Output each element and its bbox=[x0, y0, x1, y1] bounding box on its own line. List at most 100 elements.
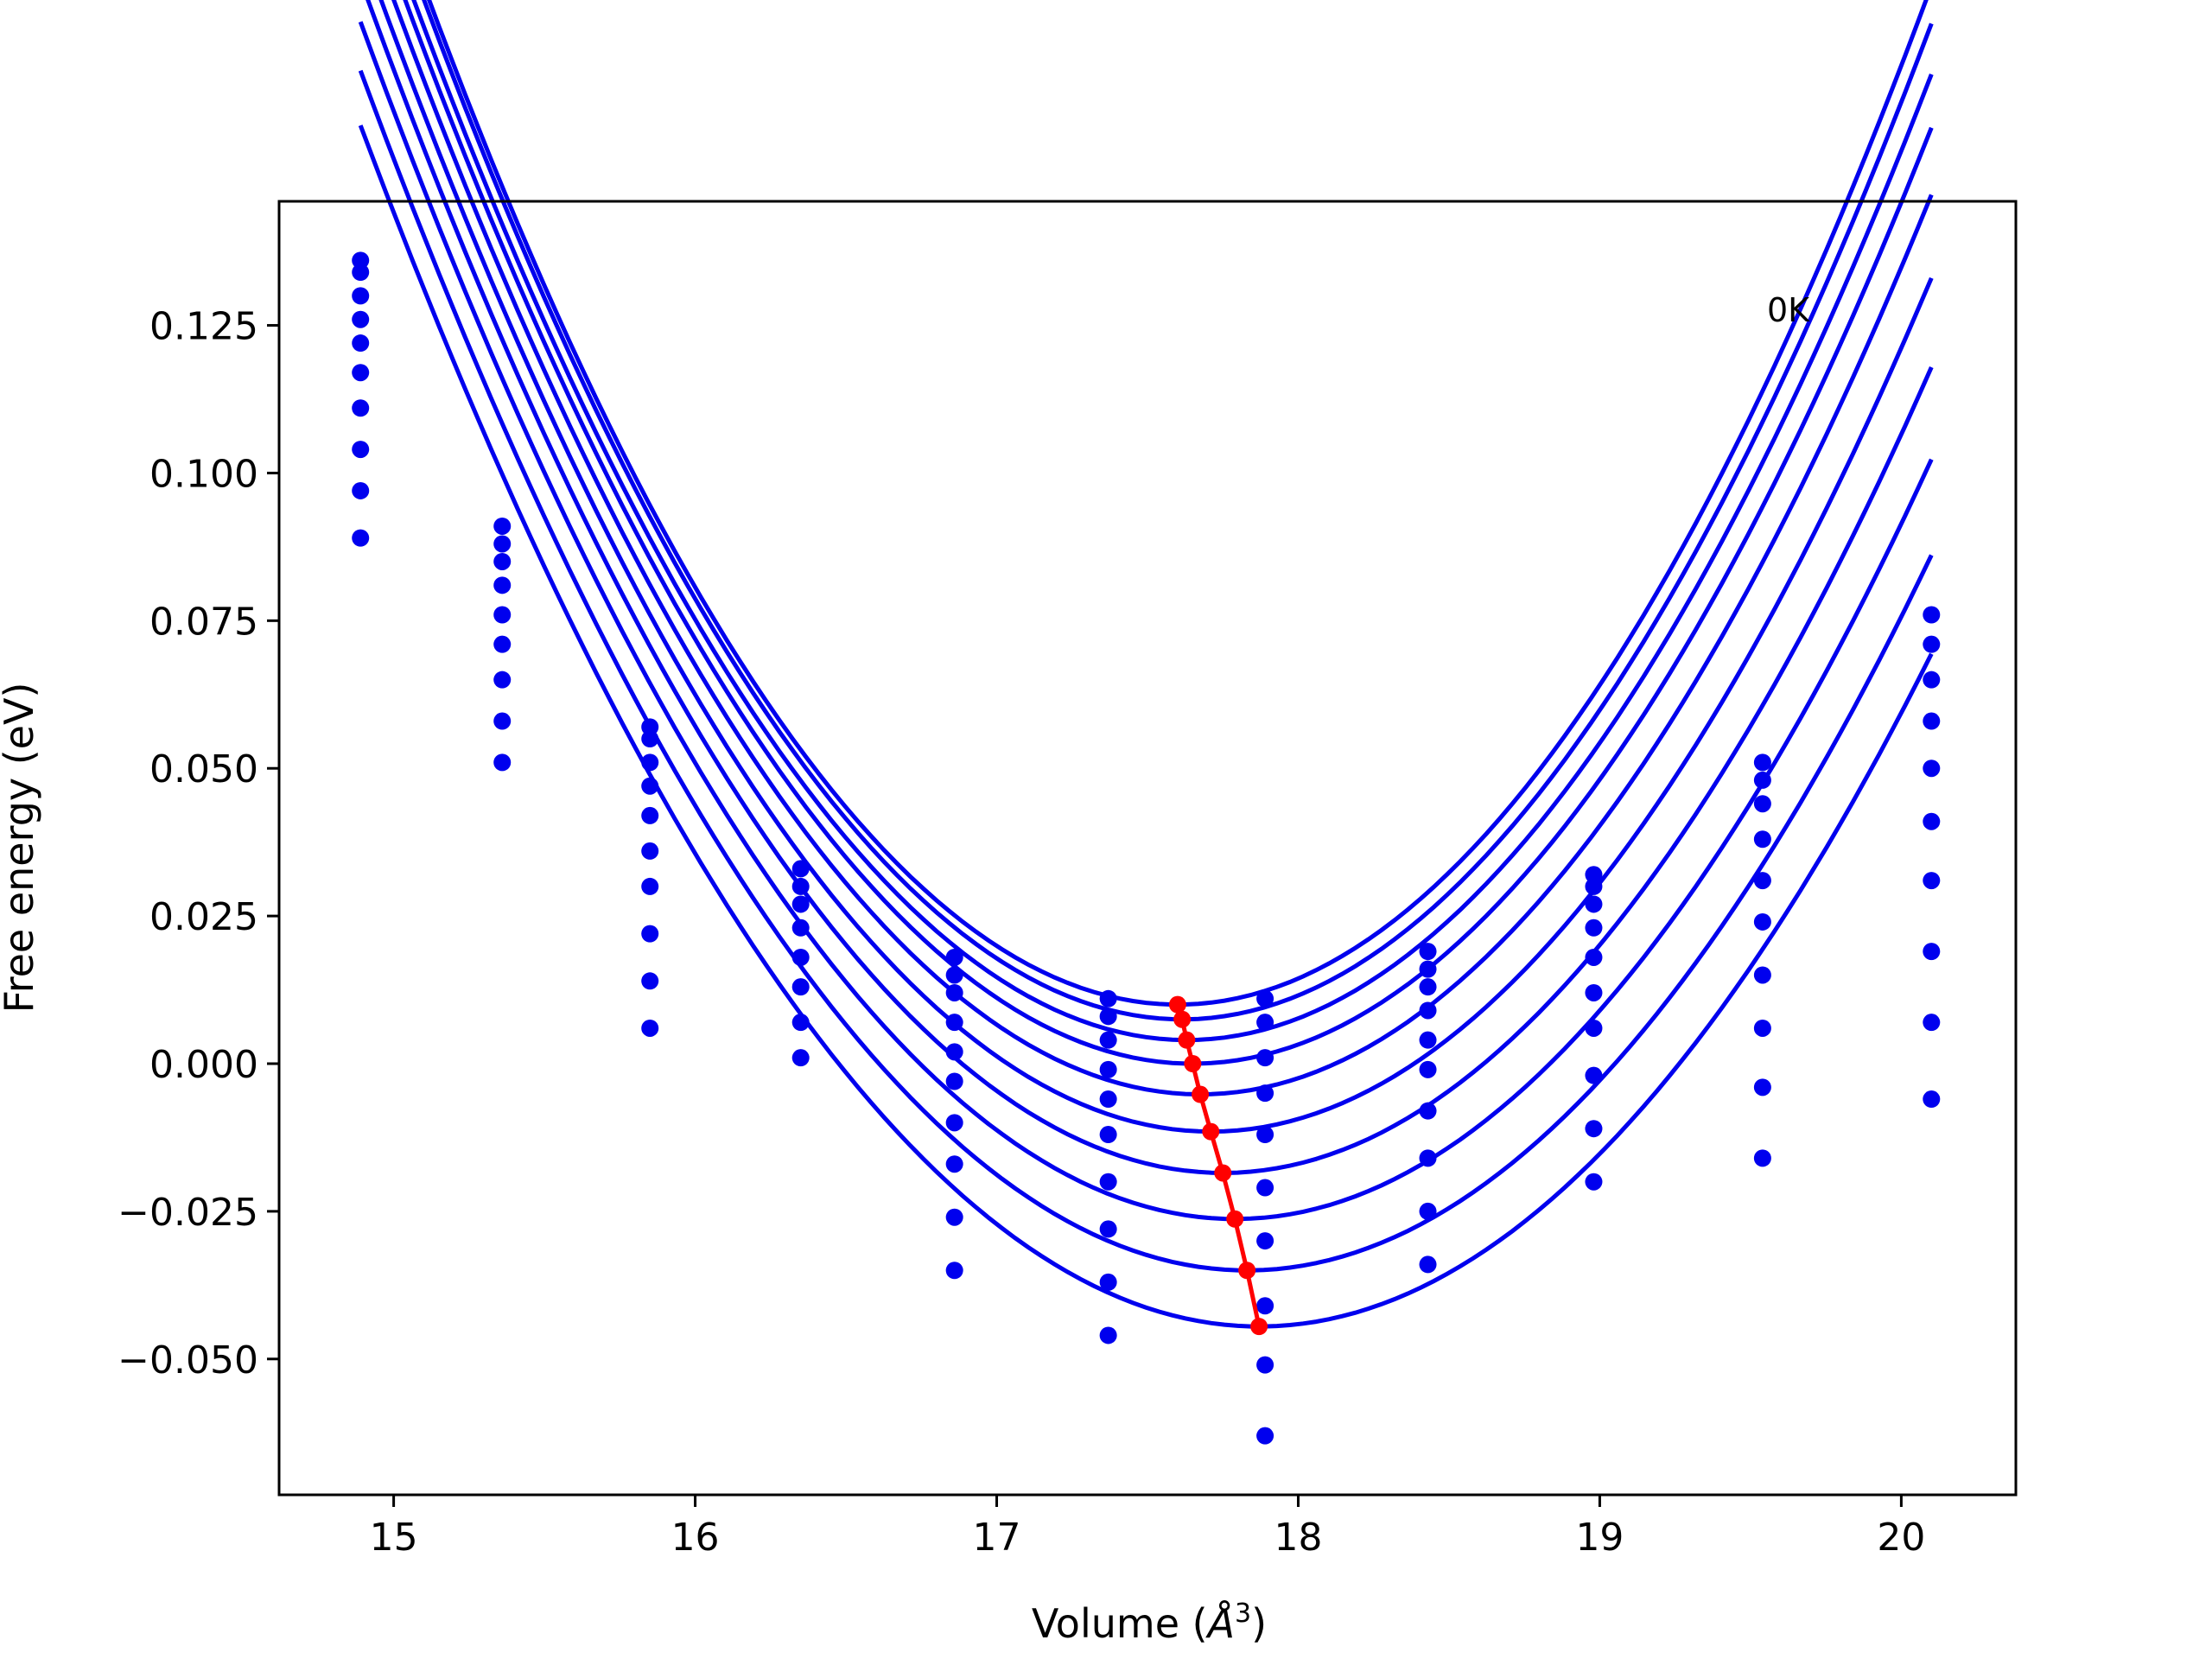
fit-curve-t2 bbox=[422, 0, 1934, 1022]
data-point bbox=[1099, 1126, 1117, 1144]
data-point bbox=[493, 517, 512, 535]
data-point bbox=[1923, 606, 1941, 624]
data-point bbox=[493, 712, 512, 730]
data-point bbox=[1256, 1232, 1274, 1250]
data-point bbox=[1099, 1326, 1117, 1344]
data-point bbox=[1923, 671, 1941, 689]
data-point bbox=[1099, 1220, 1117, 1238]
data-point bbox=[1923, 872, 1941, 890]
data-point bbox=[945, 1262, 963, 1280]
data-point bbox=[1753, 1078, 1771, 1096]
data-point bbox=[1753, 1019, 1771, 1037]
data-point bbox=[1923, 1090, 1941, 1109]
minima-point bbox=[1168, 995, 1186, 1014]
minima-point bbox=[1173, 1010, 1192, 1028]
data-point bbox=[1256, 1356, 1274, 1374]
data-point bbox=[352, 529, 370, 547]
minima-point bbox=[1202, 1122, 1220, 1141]
data-point bbox=[1753, 830, 1771, 849]
data-point bbox=[1585, 918, 1603, 937]
fit-curve-t9 bbox=[358, 69, 1934, 1273]
data-point bbox=[1753, 753, 1771, 772]
x-tick-label: 20 bbox=[1877, 1516, 1925, 1560]
data-point bbox=[1419, 1202, 1437, 1220]
data-point bbox=[1419, 1255, 1437, 1274]
data-point bbox=[641, 806, 659, 824]
data-point bbox=[945, 1155, 963, 1173]
data-point bbox=[352, 287, 370, 305]
y-tick-label: 0.075 bbox=[149, 600, 258, 644]
data-point bbox=[1585, 983, 1603, 1001]
data-point bbox=[352, 364, 370, 382]
data-point bbox=[791, 978, 810, 996]
fit-curve-t5 bbox=[391, 0, 1934, 1097]
data-point bbox=[1585, 1120, 1603, 1138]
data-point bbox=[352, 264, 370, 282]
x-tick-label: 18 bbox=[1274, 1516, 1322, 1560]
data-point bbox=[1923, 712, 1941, 730]
data-point bbox=[493, 635, 512, 653]
data-point bbox=[493, 576, 512, 594]
data-point bbox=[493, 606, 512, 624]
data-point bbox=[1099, 1273, 1117, 1291]
annotation-temperature: 0K bbox=[1767, 291, 1810, 329]
fit-curve-t10 bbox=[358, 124, 1934, 1329]
x-tick-label: 19 bbox=[1575, 1516, 1624, 1560]
y-tick-label: 0.100 bbox=[149, 452, 258, 496]
minima-point bbox=[1178, 1031, 1196, 1049]
fit-curve-t4 bbox=[403, 0, 1934, 1066]
data-point bbox=[493, 671, 512, 689]
data-point bbox=[1419, 1060, 1437, 1078]
data-point bbox=[1585, 948, 1603, 966]
data-point bbox=[641, 877, 659, 895]
x-axis-label: Volume (Å3) bbox=[1032, 1599, 1267, 1647]
data-point bbox=[1419, 1102, 1437, 1120]
x-tick-label: 15 bbox=[370, 1516, 418, 1560]
minima-point bbox=[1184, 1055, 1202, 1072]
plot-frame bbox=[277, 200, 2018, 1497]
x-axis-label-base: Volume ( bbox=[1032, 1600, 1208, 1647]
data-point bbox=[352, 251, 370, 270]
data-point bbox=[1753, 1149, 1771, 1167]
data-point bbox=[352, 310, 370, 328]
data-point bbox=[1099, 1031, 1117, 1049]
fit-curve-t7 bbox=[365, 0, 1934, 1176]
data-point bbox=[1419, 978, 1437, 996]
data-point bbox=[1099, 1090, 1117, 1109]
data-point bbox=[641, 925, 659, 943]
y-tick-label: 0.125 bbox=[149, 305, 258, 349]
data-point bbox=[945, 1072, 963, 1090]
data-point bbox=[791, 895, 810, 913]
y-tick-label: 0.025 bbox=[149, 895, 258, 939]
data-point bbox=[1099, 1060, 1117, 1078]
data-point bbox=[1585, 866, 1603, 884]
data-point bbox=[1099, 989, 1117, 1007]
data-point bbox=[945, 1208, 963, 1226]
data-point bbox=[1923, 760, 1941, 778]
data-point bbox=[1585, 1173, 1603, 1191]
data-point bbox=[352, 334, 370, 353]
minima-point bbox=[1226, 1210, 1244, 1228]
y-axis-label: Free energy (eV) bbox=[0, 683, 42, 1014]
data-point bbox=[1753, 872, 1771, 890]
data-point bbox=[352, 399, 370, 417]
data-point bbox=[1923, 812, 1941, 830]
fit-curve-t8 bbox=[358, 21, 1934, 1222]
minima-point bbox=[1192, 1085, 1210, 1103]
x-axis: 15 16 17 18 19 20 bbox=[370, 1495, 1925, 1560]
minima-point bbox=[1238, 1262, 1256, 1280]
x-axis-label-power: 3 bbox=[1235, 1599, 1251, 1629]
x-axis-label-close: ) bbox=[1251, 1600, 1267, 1647]
fit-curve-t1 bbox=[426, 0, 1929, 1007]
data-point bbox=[493, 552, 512, 570]
y-tick-label: −0.050 bbox=[118, 1338, 258, 1382]
minima-point bbox=[1250, 1318, 1268, 1336]
data-point bbox=[1419, 943, 1437, 961]
y-tick-label: −0.025 bbox=[118, 1191, 258, 1235]
data-point bbox=[1256, 1179, 1274, 1197]
data-point bbox=[1923, 1014, 1941, 1032]
x-axis-label-unit: Å bbox=[1205, 1600, 1235, 1647]
data-point bbox=[791, 1049, 810, 1067]
data-point bbox=[1256, 989, 1274, 1007]
